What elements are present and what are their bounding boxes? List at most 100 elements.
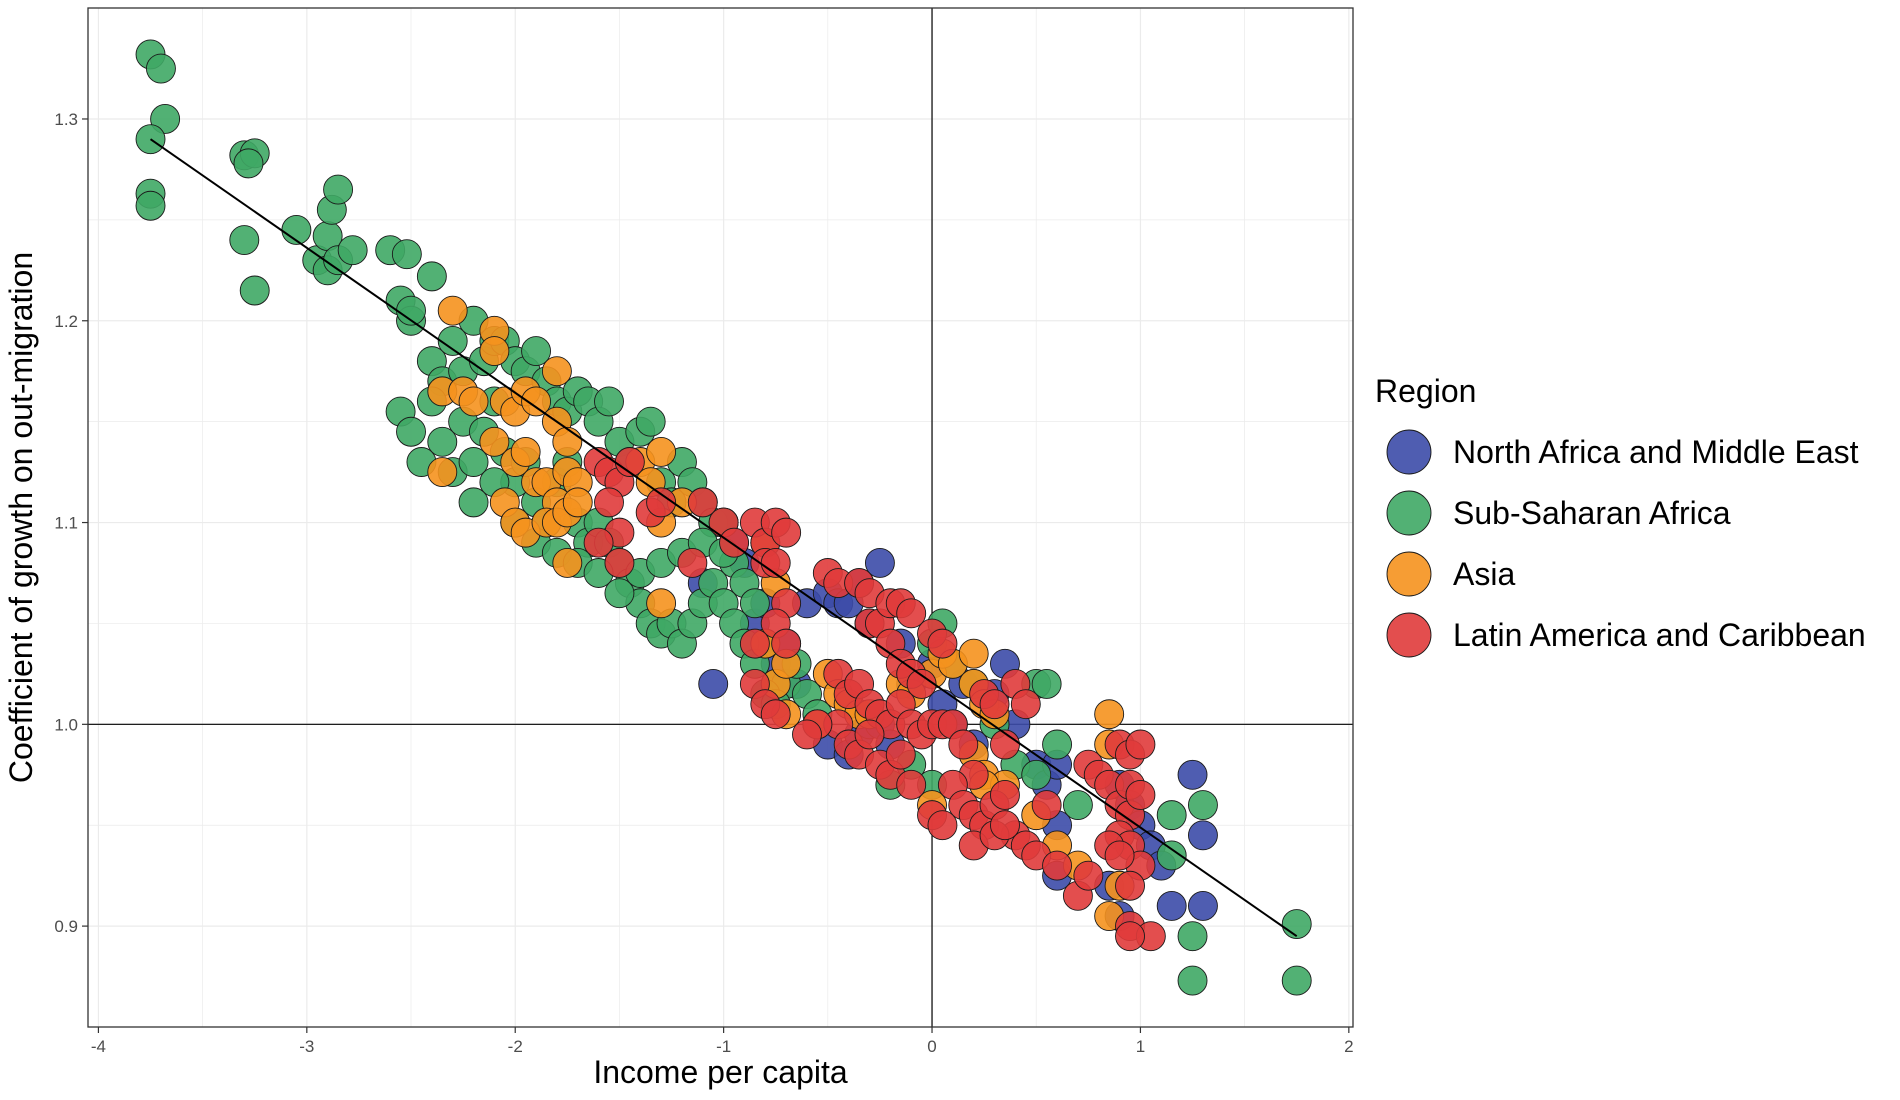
axis-ticks: -4 -3 -2 -1 0 1 2 0.9 1.0 1.1 1.2 1.3 <box>54 110 1353 1056</box>
point-asia <box>437 295 468 326</box>
point-latin-america-and-caribbean <box>771 628 802 659</box>
point-sub-saharan-africa <box>229 225 260 255</box>
point-sub-saharan-africa <box>239 275 270 306</box>
legend-key-sub-saharan-africa <box>1386 490 1432 536</box>
point-sub-saharan-africa <box>1042 729 1073 760</box>
y-tick-label: 1.2 <box>54 312 78 331</box>
point-asia <box>1094 699 1125 730</box>
point-sub-saharan-africa <box>391 239 422 270</box>
legend-label-sub-saharan-africa: Sub-Saharan Africa <box>1453 495 1731 531</box>
point-north-africa-and-middle-east <box>1188 890 1218 921</box>
x-tick-label: 0 <box>927 1037 936 1056</box>
point-sub-saharan-africa <box>1156 800 1187 831</box>
point-asia <box>552 547 583 578</box>
point-asia <box>646 436 677 467</box>
point-latin-america-and-caribbean <box>906 669 937 699</box>
point-sub-saharan-africa <box>1156 840 1187 871</box>
point-latin-america-and-caribbean <box>896 598 927 629</box>
point-sub-saharan-africa <box>594 386 624 417</box>
point-sub-saharan-africa <box>458 487 489 518</box>
point-sub-saharan-africa <box>323 174 354 205</box>
point-sub-saharan-africa <box>233 148 264 179</box>
point-latin-america-and-caribbean <box>583 527 614 558</box>
y-tick-label: 0.9 <box>54 917 78 936</box>
point-north-africa-and-middle-east <box>698 669 729 699</box>
point-latin-america-and-caribbean <box>1115 921 1145 952</box>
x-tick-label: -1 <box>716 1037 731 1056</box>
y-tick-label: 1.3 <box>54 110 78 129</box>
point-latin-america-and-caribbean <box>771 517 802 548</box>
point-sub-saharan-africa <box>1031 669 1062 699</box>
x-tick-label: -3 <box>299 1037 314 1056</box>
point-sub-saharan-africa <box>1021 759 1052 790</box>
point-sub-saharan-africa <box>416 261 447 292</box>
x-tick-label: 2 <box>1344 1037 1353 1056</box>
legend-title: Region <box>1375 373 1476 409</box>
point-latin-america-and-caribbean <box>646 487 677 518</box>
legend-label-north-africa-and-middle-east: North Africa and Middle East <box>1453 434 1859 470</box>
point-sub-saharan-africa <box>1177 965 1208 996</box>
point-sub-saharan-africa <box>1281 965 1312 996</box>
legend-label-asia: Asia <box>1453 556 1515 592</box>
point-asia <box>521 386 552 417</box>
y-axis-title: Coefficient of growth on out-migration <box>3 252 39 783</box>
point-latin-america-and-caribbean <box>927 628 958 659</box>
point-north-africa-and-middle-east <box>1156 890 1187 921</box>
point-latin-america-and-caribbean <box>1125 729 1156 760</box>
point-sub-saharan-africa <box>458 447 489 477</box>
point-sub-saharan-africa <box>1281 909 1312 940</box>
point-asia <box>479 336 510 366</box>
point-asia <box>541 356 572 387</box>
point-latin-america-and-caribbean <box>739 628 770 659</box>
y-tick-label: 1.1 <box>54 514 78 533</box>
point-latin-america-and-caribbean <box>896 769 927 800</box>
fit-line-group <box>149 138 1298 938</box>
point-latin-america-and-caribbean <box>1104 840 1135 871</box>
point-latin-america-and-caribbean <box>979 689 1010 720</box>
point-sub-saharan-africa <box>437 325 468 356</box>
x-tick-label: 1 <box>1136 1037 1145 1056</box>
point-north-africa-and-middle-east <box>1188 820 1218 851</box>
point-asia <box>646 588 677 619</box>
point-asia <box>552 426 583 457</box>
y-tick-label: 1.0 <box>54 715 78 734</box>
point-sub-saharan-africa <box>521 336 552 366</box>
fit-line <box>149 138 1298 938</box>
point-latin-america-and-caribbean <box>885 739 916 770</box>
point-sub-saharan-africa <box>145 53 176 84</box>
point-latin-america-and-caribbean <box>760 699 791 730</box>
point-latin-america-and-caribbean <box>990 780 1020 810</box>
point-asia <box>958 638 989 669</box>
point-sub-saharan-africa <box>604 578 635 609</box>
point-sub-saharan-africa <box>635 406 666 437</box>
point-latin-america-and-caribbean <box>677 547 708 578</box>
point-north-africa-and-middle-east <box>1177 759 1208 790</box>
legend: Region North Africa and Middle East Sub-S… <box>1375 373 1866 658</box>
point-latin-america-and-caribbean <box>1073 860 1104 891</box>
point-asia <box>510 436 541 467</box>
point-sub-saharan-africa <box>739 588 770 619</box>
point-sub-saharan-africa <box>337 235 368 266</box>
point-latin-america-and-caribbean <box>604 547 635 578</box>
data-points <box>135 39 1312 996</box>
point-latin-america-and-caribbean <box>1042 850 1073 881</box>
point-latin-america-and-caribbean <box>1125 780 1156 810</box>
point-asia <box>479 426 510 457</box>
point-latin-america-and-caribbean <box>990 810 1020 841</box>
x-axis-title: Income per capita <box>593 1054 848 1090</box>
point-sub-saharan-africa <box>1062 790 1093 820</box>
point-latin-america-and-caribbean <box>948 729 979 760</box>
point-asia <box>427 457 458 488</box>
point-latin-america-and-caribbean <box>594 487 624 518</box>
point-asia <box>458 386 489 417</box>
point-latin-america-and-caribbean <box>792 719 822 750</box>
point-latin-america-and-caribbean <box>1031 790 1062 820</box>
point-latin-america-and-caribbean <box>927 810 958 841</box>
point-north-africa-and-middle-east <box>864 547 895 578</box>
legend-label-latin-america-and-caribbean: Latin America and Caribbean <box>1453 617 1866 653</box>
legend-key-latin-america-and-caribbean <box>1386 612 1432 658</box>
point-latin-america-and-caribbean <box>1115 870 1145 901</box>
point-sub-saharan-africa <box>396 416 426 447</box>
point-asia <box>562 487 593 518</box>
